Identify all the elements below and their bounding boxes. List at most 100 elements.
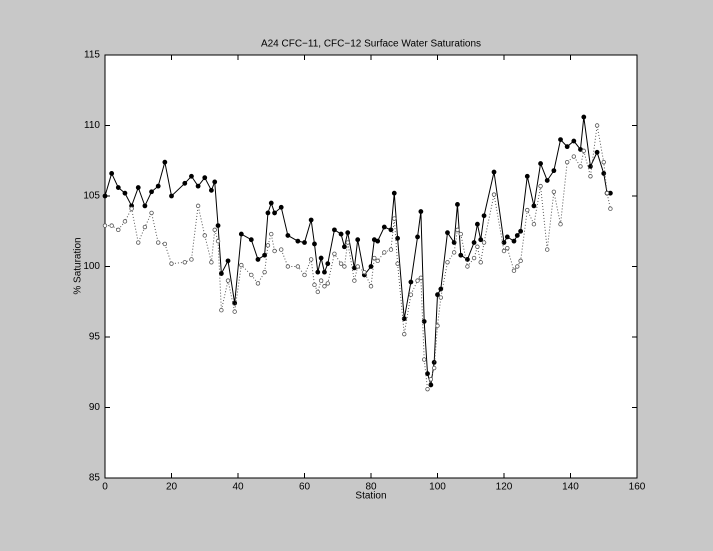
data-point (474, 221, 480, 227)
data-point (155, 183, 161, 189)
data-point (465, 264, 470, 269)
data-point (302, 240, 307, 245)
data-point (531, 221, 537, 227)
data-point (262, 269, 267, 275)
data-point (402, 331, 407, 337)
x-tick-label: 120 (496, 482, 513, 493)
data-point (189, 173, 194, 179)
data-point (408, 279, 414, 285)
data-point (564, 144, 570, 150)
data-point (491, 169, 497, 175)
data-point (212, 179, 218, 185)
data-point (504, 234, 510, 240)
data-point (395, 235, 401, 241)
data-point (215, 238, 221, 244)
data-point (355, 264, 360, 269)
data-point (372, 255, 377, 261)
x-tick-label: 160 (629, 482, 646, 493)
data-point (382, 250, 387, 255)
data-point (471, 255, 477, 261)
data-point (481, 240, 487, 245)
data-point (215, 223, 221, 229)
data-point (578, 164, 583, 169)
data-point (265, 243, 271, 248)
y-tick-label: 95 (89, 332, 101, 343)
data-point (265, 210, 271, 216)
data-point (225, 278, 231, 283)
data-point (232, 309, 237, 314)
data-point (511, 268, 517, 273)
data-point (189, 257, 194, 262)
data-point (525, 207, 530, 213)
data-point (182, 260, 187, 265)
data-point (395, 261, 400, 266)
data-point (608, 206, 613, 211)
data-point (262, 252, 268, 258)
x-tick-label: 140 (562, 482, 579, 493)
data-point (604, 190, 610, 196)
data-point (564, 159, 570, 165)
x-tick-label: 60 (299, 482, 311, 493)
data-point (451, 250, 457, 255)
data-point (162, 241, 168, 247)
data-point (551, 189, 557, 194)
data-point (255, 257, 261, 262)
data-point (368, 264, 374, 269)
data-point (332, 251, 337, 257)
data-point (558, 137, 563, 143)
data-point (312, 241, 317, 247)
data-point (435, 292, 440, 298)
data-point (388, 227, 394, 233)
data-point (375, 258, 380, 264)
x-tick-label: 0 (102, 482, 108, 493)
data-point (308, 257, 314, 262)
data-point (401, 316, 407, 322)
data-point (212, 227, 217, 233)
data-point (531, 203, 537, 209)
data-point (518, 228, 524, 234)
data-point (345, 240, 350, 245)
data-point (142, 203, 148, 209)
data-point (458, 252, 464, 258)
data-point (594, 149, 600, 155)
data-point (209, 260, 214, 265)
data-point (455, 202, 460, 207)
data-point (122, 219, 128, 224)
data-point (249, 272, 254, 278)
data-point (438, 295, 444, 300)
data-point (318, 255, 324, 261)
data-point (285, 264, 291, 269)
data-point (325, 281, 330, 286)
data-point (279, 247, 284, 252)
data-point (136, 240, 141, 245)
data-point (551, 168, 557, 174)
x-tick-label: 100 (429, 482, 446, 493)
data-point (219, 308, 224, 313)
data-point (102, 193, 108, 199)
data-point (322, 284, 327, 289)
data-point (425, 371, 430, 377)
series-line (105, 125, 611, 390)
data-point (155, 240, 161, 245)
data-point (195, 183, 201, 189)
data-point (418, 275, 424, 280)
data-point (422, 357, 427, 362)
data-point (295, 238, 301, 244)
data-point (375, 238, 381, 244)
chart-title: A24 CFC−11, CFC−12 Surface Water Saturat… (261, 39, 481, 50)
data-point (451, 240, 457, 245)
data-point (431, 365, 437, 371)
data-point (332, 227, 337, 233)
data-point (392, 216, 397, 221)
data-point (322, 269, 327, 275)
data-point (272, 248, 277, 254)
data-point (475, 244, 480, 249)
data-point (415, 234, 420, 240)
axes-box (104, 54, 638, 479)
data-point (182, 180, 188, 186)
data-point (458, 231, 463, 237)
data-point (415, 278, 420, 283)
data-point (341, 244, 347, 250)
